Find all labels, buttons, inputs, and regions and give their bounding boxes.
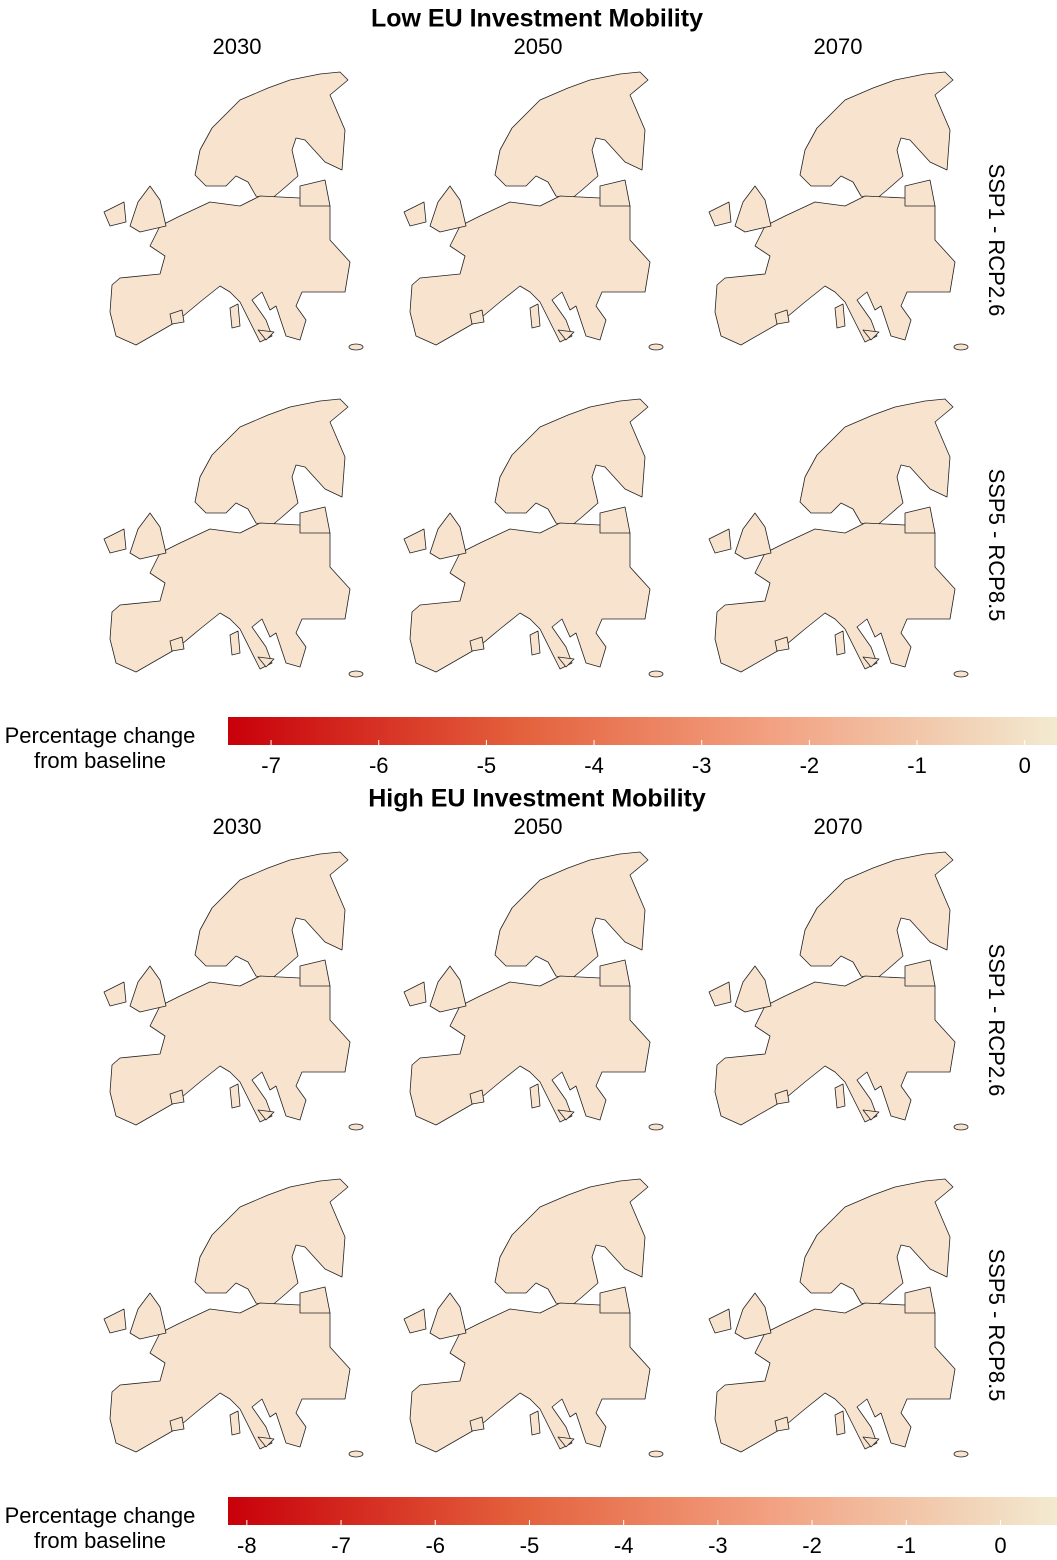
colorbar-tick-label: -2 <box>800 753 820 778</box>
colorbar-tick-label: -7 <box>261 753 281 778</box>
colorbar-tick-label: -8 <box>237 1533 257 1555</box>
map <box>104 399 363 677</box>
colorbar-tick-label: -1 <box>896 1533 916 1555</box>
colorbar <box>228 717 1057 745</box>
map <box>709 1179 968 1457</box>
panel-title: Low EU Investment Mobility <box>371 5 703 33</box>
colorbar-tick-label: 0 <box>1019 753 1031 778</box>
figure: Low EU Investment Mobility 2030 2050 2070 SS… <box>0 0 1057 1555</box>
colorbar-tick-label: -6 <box>369 753 389 778</box>
colorbar-tick-label: -6 <box>425 1533 445 1555</box>
column-label: 2050 <box>514 814 563 839</box>
row-label: SSP1 - RCP2.6 <box>984 944 1009 1097</box>
column-label: 2070 <box>814 814 863 839</box>
colorbar-tick-label: -3 <box>692 753 712 778</box>
legend-title: Percentage change <box>5 723 196 748</box>
row-label: SSP1 - RCP2.6 <box>984 164 1009 317</box>
colorbar-tick-label: -2 <box>802 1533 822 1555</box>
colorbar-tick-label: -3 <box>708 1533 728 1555</box>
legend-title: from baseline <box>34 748 166 773</box>
map <box>709 399 968 677</box>
map <box>709 852 968 1130</box>
colorbar-tick-label: 0 <box>994 1533 1006 1555</box>
column-label: 2030 <box>213 34 262 59</box>
colorbar-tick-label: -4 <box>614 1533 634 1555</box>
panel-title: High EU Investment Mobility <box>368 785 706 813</box>
column-label: 2070 <box>814 34 863 59</box>
colorbar-tick-label: -5 <box>477 753 497 778</box>
column-label: 2050 <box>514 34 563 59</box>
map <box>104 852 363 1130</box>
row-label: SSP5 - RCP8.5 <box>984 1249 1009 1402</box>
map <box>404 72 663 350</box>
row-label: SSP5 - RCP8.5 <box>984 469 1009 622</box>
colorbar-tick-label: -7 <box>331 1533 351 1555</box>
legend-title: Percentage change <box>5 1503 196 1528</box>
map <box>404 852 663 1130</box>
colorbar-tick-label: -4 <box>584 753 604 778</box>
legend-title: from baseline <box>34 1528 166 1553</box>
map <box>404 399 663 677</box>
map <box>709 72 968 350</box>
colorbar-tick-label: -5 <box>520 1533 540 1555</box>
map <box>104 72 363 350</box>
map <box>104 1179 363 1457</box>
colorbar <box>228 1497 1057 1525</box>
map <box>404 1179 663 1457</box>
column-label: 2030 <box>213 814 262 839</box>
colorbar-tick-label: -1 <box>907 753 927 778</box>
